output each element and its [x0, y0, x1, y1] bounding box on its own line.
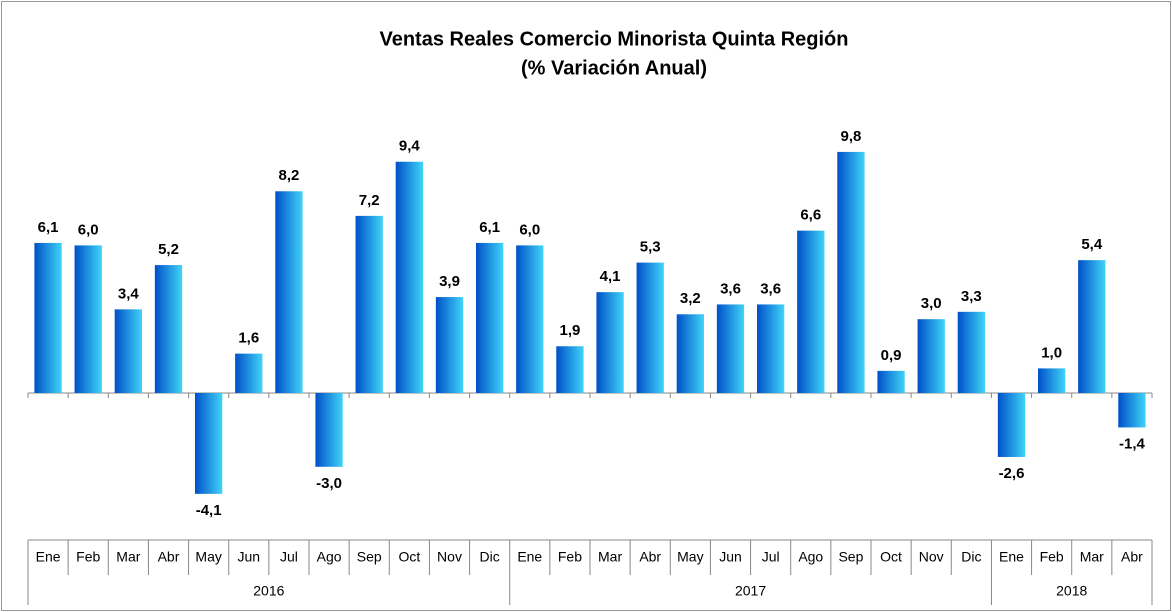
- data-label: 7,2: [359, 192, 380, 209]
- data-label: 1,0: [1041, 344, 1062, 361]
- bar: [355, 215, 383, 393]
- data-label: 5,4: [1081, 236, 1103, 253]
- x-tick-label: Mar: [116, 549, 140, 565]
- x-tick-label: Nov: [919, 549, 944, 565]
- bar: [837, 151, 865, 393]
- bar: [1118, 393, 1146, 428]
- x-tick-label: Dic: [480, 549, 500, 565]
- x-tick-label: Abr: [158, 549, 180, 565]
- data-label: 8,2: [278, 167, 299, 184]
- bar: [957, 311, 986, 393]
- data-label: 1,6: [238, 330, 259, 347]
- chart-title: Ventas Reales Comercio Minorista Quinta …: [379, 28, 848, 50]
- group-label: 2016: [253, 583, 284, 599]
- x-tick-label: Ago: [317, 549, 342, 565]
- x-tick-label: Mar: [1080, 549, 1104, 565]
- x-tick-label: Jun: [237, 549, 260, 565]
- bar: [636, 262, 664, 393]
- x-tick-label: Jul: [280, 549, 298, 565]
- data-label: -3,0: [316, 475, 342, 492]
- group-label: 2018: [1056, 583, 1087, 599]
- bar: [275, 191, 303, 393]
- x-tick-label: Oct: [880, 549, 902, 565]
- x-tick-label: Abr: [639, 549, 661, 565]
- data-label: 3,4: [118, 285, 140, 302]
- x-tick-label: Feb: [1040, 549, 1064, 565]
- x-tick-label: Abr: [1121, 549, 1143, 565]
- bar: [997, 393, 1026, 457]
- bar: [475, 242, 504, 393]
- bar: [1037, 368, 1066, 393]
- data-label: -4,1: [196, 502, 222, 519]
- bar: [877, 370, 905, 393]
- x-tick-label: Sep: [838, 549, 863, 565]
- bar: [34, 242, 62, 393]
- data-label: 3,0: [921, 295, 942, 312]
- data-label: 3,6: [720, 280, 741, 297]
- x-tick-label: Jul: [762, 549, 780, 565]
- data-label: 6,0: [519, 221, 540, 238]
- bar: [797, 230, 825, 393]
- data-label: 3,6: [760, 280, 781, 297]
- bar: [556, 346, 584, 393]
- data-label: 6,1: [479, 219, 500, 236]
- group-label: 2017: [735, 583, 766, 599]
- bar: [114, 309, 143, 393]
- bar: [716, 304, 745, 393]
- data-label: 6,6: [800, 207, 821, 224]
- bar: [194, 393, 223, 494]
- x-tick-label: Feb: [76, 549, 100, 565]
- bar: [154, 265, 183, 393]
- bar: [1078, 260, 1106, 393]
- x-tick-label: Mar: [598, 549, 622, 565]
- x-tick-label: Ene: [999, 549, 1024, 565]
- x-tick-label: May: [677, 549, 703, 565]
- x-tick-label: Sep: [357, 549, 382, 565]
- data-label: 5,2: [158, 241, 179, 258]
- bar: [395, 161, 424, 393]
- bar: [235, 353, 263, 393]
- x-tick-label: Feb: [558, 549, 582, 565]
- x-tick-label: Ene: [36, 549, 61, 565]
- bar: [315, 393, 343, 467]
- x-tick-label: Jun: [719, 549, 742, 565]
- data-label: 5,3: [640, 239, 661, 256]
- data-label: -2,6: [999, 465, 1025, 482]
- data-label: 1,9: [559, 322, 580, 339]
- chart-subtitle: (% Variación Anual): [521, 57, 707, 79]
- data-label: 3,3: [961, 288, 982, 305]
- bar: [516, 245, 544, 393]
- bar: [435, 297, 464, 393]
- data-label: 3,9: [439, 273, 460, 290]
- bar: [596, 292, 624, 393]
- bar: [756, 304, 785, 393]
- x-tick-label: Dic: [961, 549, 981, 565]
- bar: [676, 314, 705, 393]
- data-label: 9,4: [399, 138, 421, 155]
- data-label: 4,1: [600, 268, 621, 285]
- bar: [917, 319, 945, 393]
- data-label: 3,2: [680, 290, 701, 307]
- data-label: 6,1: [38, 219, 59, 236]
- x-tick-label: Nov: [437, 549, 462, 565]
- x-tick-label: Oct: [398, 549, 420, 565]
- bar: [74, 245, 102, 393]
- x-tick-label: May: [195, 549, 221, 565]
- data-label: 0,9: [881, 347, 902, 364]
- data-label: 6,0: [78, 221, 99, 238]
- data-label: 9,8: [840, 128, 861, 145]
- x-tick-label: Ago: [798, 549, 823, 565]
- x-tick-label: Ene: [517, 549, 542, 565]
- data-label: -1,4: [1119, 435, 1146, 452]
